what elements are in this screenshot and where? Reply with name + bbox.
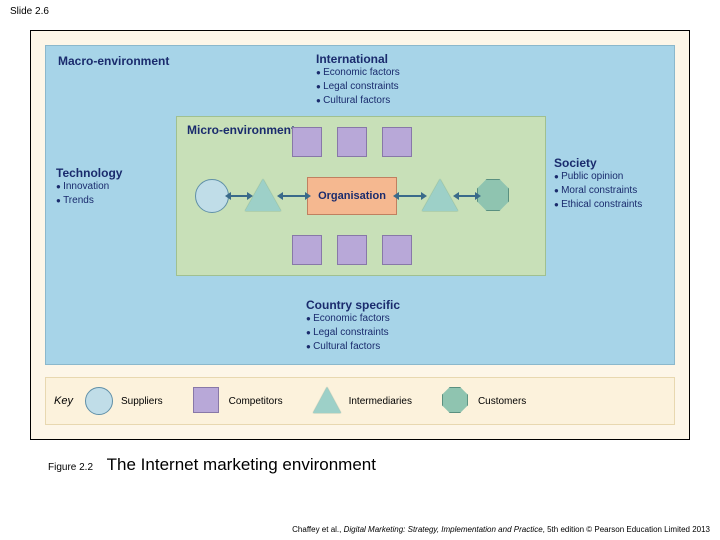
competitor-square <box>337 235 367 265</box>
technology-list: Innovation Trends <box>56 180 122 208</box>
international-list: Economic factors Legal constraints Cultu… <box>316 66 400 108</box>
circle-icon <box>85 387 113 415</box>
key-text: Customers <box>478 396 526 407</box>
key-item-intermediaries: Intermediaries <box>313 387 412 415</box>
micro-environment-box: Micro-environment Organisation <box>176 116 546 276</box>
country-block: Country specific Economic factors Legal … <box>306 298 400 354</box>
list-item: Innovation <box>56 180 122 194</box>
international-title: International <box>316 52 400 66</box>
competitor-square <box>382 127 412 157</box>
list-item: Economic factors <box>316 66 400 80</box>
list-item: Cultural factors <box>316 94 400 108</box>
slide-number: Slide 2.6 <box>10 6 49 17</box>
figure-number: Figure 2.2 <box>48 462 93 473</box>
key-text: Competitors <box>229 396 283 407</box>
key-item-competitors: Competitors <box>193 387 283 415</box>
footer-citation: Chaffey et al., Digital Marketing: Strat… <box>292 525 710 534</box>
macro-environment-box: Macro-environment International Economic… <box>45 45 675 365</box>
figure-title: The Internet marketing environment <box>107 455 376 474</box>
list-item: Ethical constraints <box>554 198 664 212</box>
international-block: International Economic factors Legal con… <box>316 52 400 108</box>
double-arrow-icon <box>231 195 247 197</box>
competitor-square <box>382 235 412 265</box>
list-item: Economic factors <box>306 312 400 326</box>
key-item-suppliers: Suppliers <box>85 387 163 415</box>
list-item: Legal constraints <box>316 80 400 94</box>
list-item: Trends <box>56 194 122 208</box>
competitor-square <box>292 235 322 265</box>
double-arrow-icon <box>399 195 421 197</box>
supplier-circle <box>195 179 229 213</box>
society-title: Society <box>554 156 664 170</box>
key-item-customers: Customers <box>442 387 526 415</box>
key-label: Key <box>54 395 73 407</box>
society-block: Society Public opinion Moral constraints… <box>554 156 664 212</box>
society-list: Public opinion Moral constraints Ethical… <box>554 170 664 212</box>
triangle-icon <box>313 387 341 415</box>
competitor-square <box>337 127 367 157</box>
list-item: Legal constraints <box>306 326 400 340</box>
technology-title: Technology <box>56 166 122 180</box>
country-list: Economic factors Legal constraints Cultu… <box>306 312 400 354</box>
list-item: Public opinion <box>554 170 664 184</box>
footer-book: Digital Marketing: Strategy, Implementat… <box>344 525 543 534</box>
double-arrow-icon <box>459 195 475 197</box>
footer-rest: , 5th edition © Pearson Education Limite… <box>543 525 710 534</box>
country-title: Country specific <box>306 298 400 312</box>
figure-caption: Figure 2.2 The Internet marketing enviro… <box>48 455 376 475</box>
list-item: Cultural factors <box>306 340 400 354</box>
diagram-frame: Macro-environment International Economic… <box>30 30 690 440</box>
list-item: Moral constraints <box>554 184 664 198</box>
organisation-box: Organisation <box>307 177 397 215</box>
competitor-square <box>292 127 322 157</box>
footer-authors: Chaffey et al., <box>292 525 343 534</box>
key-text: Intermediaries <box>349 396 412 407</box>
key-legend: Key Suppliers Competitors Intermediaries… <box>45 377 675 425</box>
micro-title: Micro-environment <box>187 123 295 137</box>
octagon-icon <box>442 387 470 415</box>
technology-block: Technology Innovation Trends <box>56 166 122 208</box>
customer-octagon <box>477 179 509 211</box>
square-icon <box>193 387 221 415</box>
macro-title: Macro-environment <box>58 54 169 68</box>
key-text: Suppliers <box>121 396 163 407</box>
double-arrow-icon <box>283 195 305 197</box>
